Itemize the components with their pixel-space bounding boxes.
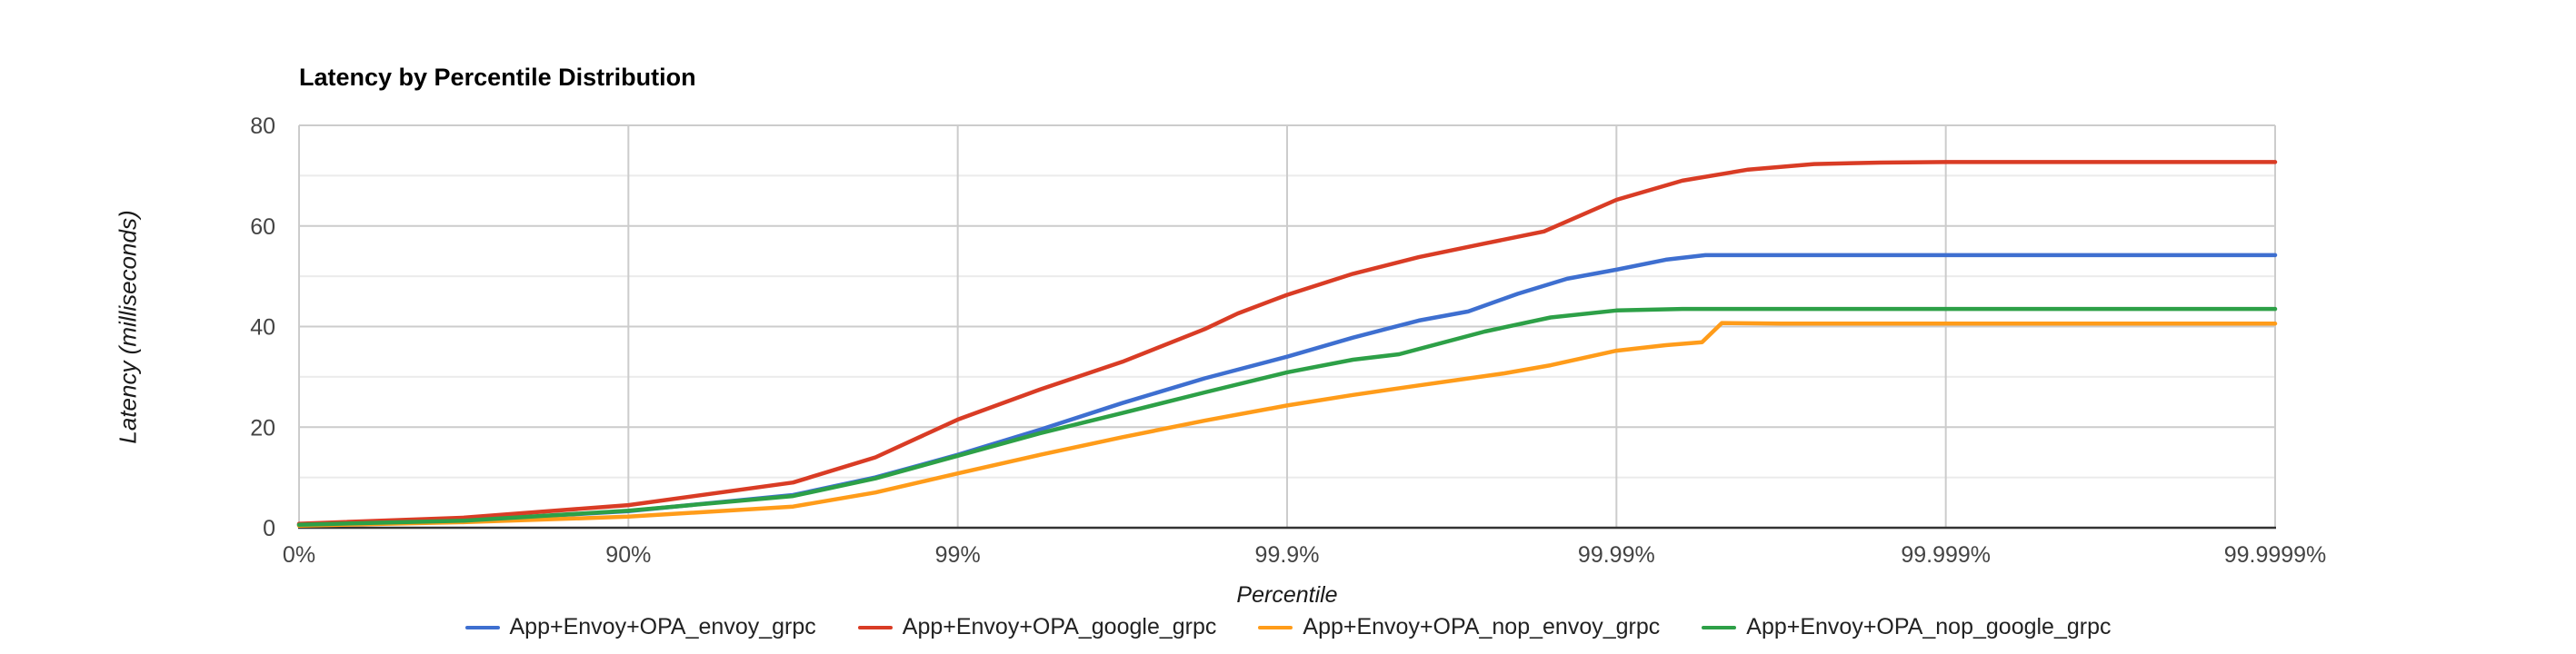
x-tick-label: 99%: [935, 542, 981, 568]
legend-label: App+Envoy+OPA_google_grpc: [902, 614, 1217, 639]
series-line: [296, 321, 2278, 529]
legend: App+Envoy+OPA_envoy_grpc App+Envoy+OPA_g…: [0, 614, 2576, 640]
legend-item-envoy-grpc: App+Envoy+OPA_envoy_grpc: [464, 614, 816, 640]
legend-swatch-green-icon: [1702, 625, 1737, 629]
legend-swatch-blue-icon: [464, 625, 500, 629]
x-tick-label: 99.99%: [1578, 542, 1655, 568]
y-tick-label: 40: [250, 315, 275, 341]
legend-swatch-orange-icon: [1258, 625, 1293, 629]
legend-label: App+Envoy+OPA_nop_google_grpc: [1746, 614, 2112, 639]
x-axis-title: Percentile: [1236, 582, 1338, 608]
legend-label: App+Envoy+OPA_nop_envoy_grpc: [1303, 614, 1661, 639]
series-line: [296, 306, 2278, 527]
legend-item-nop-google-grpc: App+Envoy+OPA_nop_google_grpc: [1702, 614, 2112, 640]
x-tick-label: 0%: [283, 542, 315, 568]
legend-swatch-red-icon: [857, 625, 893, 629]
legend-item-google-grpc: App+Envoy+OPA_google_grpc: [857, 614, 1217, 640]
legend-item-nop-envoy-grpc: App+Envoy+OPA_nop_envoy_grpc: [1258, 614, 1660, 640]
x-tick-label: 99.999%: [1901, 542, 1991, 568]
y-tick-label: 20: [250, 415, 275, 441]
y-tick-label: 0: [263, 516, 275, 541]
x-tick-label: 99.9999%: [2224, 542, 2327, 568]
y-tick-label: 80: [250, 114, 275, 139]
x-tick-label: 99.9%: [1255, 542, 1320, 568]
x-tick-label: 90%: [605, 542, 651, 568]
legend-label: App+Envoy+OPA_envoy_grpc: [509, 614, 816, 639]
y-tick-label: 60: [250, 214, 275, 240]
chart-title: Latency by Percentile Distribution: [299, 64, 696, 91]
series-line: [296, 160, 2278, 526]
